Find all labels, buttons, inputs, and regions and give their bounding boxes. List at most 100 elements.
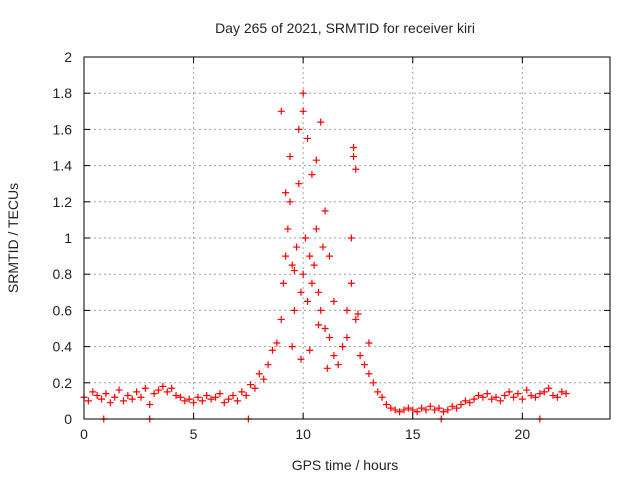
data-point <box>518 395 526 403</box>
data-point <box>470 395 478 403</box>
data-point <box>251 384 259 392</box>
data-point <box>198 397 206 405</box>
x-axis-label: GPS time / hours <box>292 457 399 473</box>
data-point <box>347 279 355 287</box>
data-point <box>315 288 323 296</box>
data-point <box>299 89 307 97</box>
data-point <box>453 404 461 412</box>
data-point <box>422 406 430 414</box>
data-point <box>339 343 347 351</box>
data-point <box>233 397 241 405</box>
data-point <box>510 393 518 401</box>
data-point <box>435 404 443 412</box>
data-point <box>111 393 119 401</box>
data-point <box>350 144 358 151</box>
grid <box>84 57 610 419</box>
data-point <box>350 153 358 161</box>
data-point <box>89 388 97 396</box>
x-tick-label: 20 <box>515 426 531 442</box>
data-point <box>137 393 145 401</box>
y-tick-label: 0.4 <box>53 339 73 355</box>
data-point <box>190 399 198 407</box>
data-point <box>238 388 246 396</box>
data-point <box>479 393 487 401</box>
data-point <box>299 107 307 115</box>
data-point <box>308 279 316 287</box>
data-point <box>310 261 318 269</box>
data-point <box>317 306 325 314</box>
data-point <box>448 402 456 410</box>
data-point <box>488 395 496 403</box>
data-point <box>255 370 263 378</box>
data-point <box>361 361 369 369</box>
data-point <box>352 315 360 323</box>
chart-title: Day 265 of 2021, SRMTID for receiver kir… <box>215 20 475 36</box>
data-point <box>93 391 101 399</box>
y-tick-label: 2 <box>64 49 72 65</box>
data-point <box>549 391 557 399</box>
data-point <box>279 279 287 287</box>
data-point <box>343 334 351 342</box>
data-point <box>284 225 292 233</box>
data-point <box>176 393 184 401</box>
data-point <box>400 406 408 414</box>
data-point <box>297 288 305 296</box>
data-point <box>207 395 215 403</box>
data-point <box>558 388 566 396</box>
data-point <box>273 339 281 347</box>
data-point <box>194 393 202 401</box>
data-point <box>527 391 535 399</box>
data-point <box>514 390 522 398</box>
data-point <box>531 393 539 401</box>
data-point <box>288 261 296 269</box>
data-point <box>545 384 553 392</box>
data-point <box>293 243 301 251</box>
data-point <box>505 388 513 396</box>
data-point <box>290 267 298 275</box>
data-point <box>203 391 211 399</box>
data-point <box>315 321 323 329</box>
data-point <box>98 395 106 403</box>
data-point <box>378 393 386 401</box>
data-point <box>119 397 127 405</box>
data-point <box>212 393 219 401</box>
data-point <box>124 391 132 399</box>
data-point <box>277 315 285 323</box>
data-point <box>141 384 149 392</box>
y-tick-label: 0.6 <box>53 302 73 318</box>
data-point <box>185 395 193 403</box>
data-point <box>304 134 312 142</box>
data-point <box>475 391 482 399</box>
data-point <box>306 252 314 260</box>
data-point <box>260 375 268 383</box>
x-tick-label: 5 <box>190 426 198 442</box>
data-point <box>439 408 447 416</box>
y-tick-label: 1.8 <box>53 85 73 101</box>
axis-ticks <box>83 56 610 420</box>
data-point <box>325 252 333 260</box>
data-point <box>277 107 285 115</box>
data-point <box>374 388 382 396</box>
data-point <box>409 406 417 414</box>
x-tick-label: 0 <box>80 426 88 442</box>
data-point <box>483 390 491 398</box>
data-point <box>128 395 136 403</box>
data-point <box>286 153 294 161</box>
data-point <box>317 118 325 126</box>
x-tick-label: 15 <box>405 426 421 442</box>
data-point <box>347 234 355 242</box>
data-point <box>159 382 167 390</box>
data-point <box>431 406 439 414</box>
data-point <box>312 225 320 233</box>
data-point <box>264 361 272 369</box>
data-point <box>106 399 114 407</box>
data-point <box>286 198 294 206</box>
data-point <box>325 334 333 342</box>
data-point <box>242 391 250 399</box>
data-point <box>282 252 290 260</box>
data-point <box>115 386 123 394</box>
data-point <box>354 310 362 318</box>
data-point <box>466 399 474 407</box>
data-point <box>168 384 176 392</box>
